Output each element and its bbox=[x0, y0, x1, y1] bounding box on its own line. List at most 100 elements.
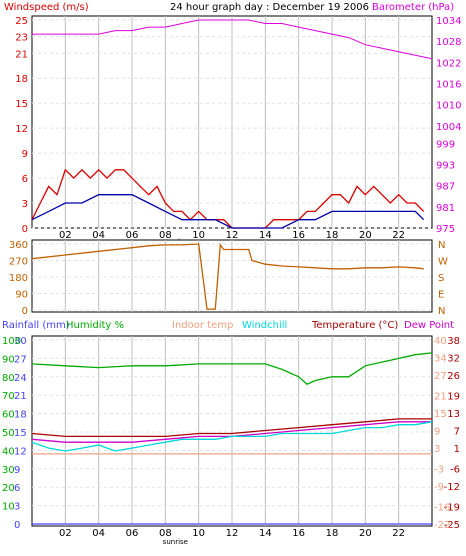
left-tick-label: 23 bbox=[15, 33, 28, 44]
direction-tick-label: 90 bbox=[15, 290, 28, 301]
legend-dew-point: Dew Point bbox=[404, 320, 454, 331]
compass-tick-label: E bbox=[438, 290, 444, 301]
x-tick-label: 04 bbox=[92, 528, 105, 539]
compass-tick-label: N bbox=[438, 306, 445, 317]
x-tick-label: 06 bbox=[126, 528, 139, 539]
indoor-tick-label: -22 bbox=[434, 520, 450, 531]
humidity-tick-label: 50 bbox=[2, 428, 15, 439]
left-tick-label: 25 bbox=[15, 16, 28, 27]
rain-tick-label: 12 bbox=[14, 446, 27, 457]
indoor-tick-label: 27 bbox=[434, 371, 447, 382]
x-tick-label: 04 bbox=[92, 230, 105, 241]
right-tick-label: 975 bbox=[436, 224, 455, 235]
legend-rainfall: Rainfall (mm) bbox=[2, 320, 70, 331]
direction-tick-label: 0 bbox=[22, 306, 28, 317]
left-tick-label: 18 bbox=[15, 74, 28, 85]
humidity-tick-label: 60 bbox=[2, 410, 15, 421]
windspeed-title: Windspeed (m/s) bbox=[4, 2, 89, 13]
x-tick-label: 10 bbox=[192, 230, 205, 241]
compass-tick-label: S bbox=[438, 273, 444, 284]
rain-tick-label: 6 bbox=[14, 483, 20, 494]
rain-tick-label: 15 bbox=[14, 428, 27, 439]
indoor-tick-label: 9 bbox=[434, 427, 440, 438]
compass-tick-label: W bbox=[438, 257, 448, 268]
x-tick-label: 14 bbox=[259, 230, 272, 241]
right-tick-label: 999 bbox=[436, 139, 455, 150]
humidity-tick-label: 30 bbox=[2, 465, 15, 476]
humidity-tick-label: 80 bbox=[2, 373, 15, 384]
humidity-line bbox=[31, 352, 433, 385]
right-tick-label: 981 bbox=[436, 203, 455, 214]
left-tick-label: 3 bbox=[22, 199, 28, 210]
temperature-tick-label: 38 bbox=[447, 336, 460, 347]
rain-tick-label: 24 bbox=[14, 373, 27, 384]
rain-tick-label: 3 bbox=[14, 502, 20, 513]
barometer-title: Barometer (hPa) bbox=[372, 2, 454, 13]
rain-tick-label: 18 bbox=[14, 410, 27, 421]
x-tick-label: 12 bbox=[226, 528, 239, 539]
barometer-line bbox=[32, 19, 433, 60]
direction-tick-label: 360 bbox=[9, 240, 28, 251]
left-tick-label: 15 bbox=[15, 99, 28, 110]
indoor-tick-label: 34 bbox=[434, 354, 447, 365]
right-tick-label: 987 bbox=[436, 182, 455, 193]
temperature-tick-label: -6 bbox=[450, 465, 460, 476]
temperature-tick-label: -25 bbox=[444, 520, 460, 531]
compass-tick-label: N bbox=[438, 240, 445, 251]
left-tick-label: 12 bbox=[15, 124, 28, 135]
chart-headers: Windspeed (m/s) 24 hour graph day : Dece… bbox=[4, 2, 454, 13]
indoor-tick-label: 40 bbox=[434, 336, 447, 347]
temperature-tick-label: 19 bbox=[447, 391, 460, 402]
x-tick-label: 16 bbox=[292, 528, 305, 539]
x-tick-label: 18 bbox=[326, 528, 339, 539]
windspeed-line bbox=[31, 168, 425, 229]
rain-tick-label: 27 bbox=[14, 354, 27, 365]
temperature-tick-label: -19 bbox=[444, 502, 460, 513]
direction-tick-label: 270 bbox=[9, 257, 28, 268]
humidity-tick-label: 40 bbox=[2, 446, 15, 457]
x-tick-label: 18 bbox=[326, 230, 339, 241]
legend-indoor-temp: Indoor temp bbox=[172, 320, 233, 331]
left-tick-label: 21 bbox=[15, 49, 28, 60]
x-tick-label: 08 bbox=[159, 230, 172, 241]
left-tick-label: 9 bbox=[22, 149, 28, 160]
sunrise-label: sunrise bbox=[163, 538, 188, 546]
x-tick-label: 20 bbox=[359, 528, 372, 539]
right-tick-label: 1010 bbox=[436, 101, 461, 112]
x-tick-label: 12 bbox=[226, 230, 239, 241]
right-tick-label: 1016 bbox=[436, 79, 461, 90]
rain-tick-label: 21 bbox=[14, 391, 27, 402]
wind-barometer-panel: 0204060810121416182022sunrise03691215182… bbox=[15, 15, 461, 246]
right-tick-label: 1022 bbox=[436, 58, 461, 69]
legend-humidity: Humidity % bbox=[66, 320, 124, 331]
windchill-line bbox=[31, 421, 433, 452]
indoor-tick-label: 15 bbox=[434, 409, 447, 420]
legend-windchill: Windchill bbox=[242, 320, 287, 331]
humidity-tick-label: 10 bbox=[2, 502, 15, 513]
x-tick-label: 22 bbox=[392, 230, 405, 241]
right-tick-label: 1004 bbox=[436, 122, 461, 133]
humidity-tick-label: 70 bbox=[2, 391, 15, 402]
x-tick-label: 06 bbox=[126, 230, 139, 241]
temperature-tick-label: -12 bbox=[444, 482, 460, 493]
humidity-tick-label: 20 bbox=[2, 483, 15, 494]
temperature-tick-label: 13 bbox=[447, 409, 460, 420]
humidity-tick-label: 90 bbox=[2, 354, 15, 365]
x-tick-label: 08 bbox=[159, 528, 172, 539]
windspeed_avg-line bbox=[31, 194, 425, 229]
rain-tick-label: 30 bbox=[14, 336, 27, 347]
indoor-tick-label: -9 bbox=[434, 482, 444, 493]
x-tick-label: 22 bbox=[392, 528, 405, 539]
x-tick-label: 16 bbox=[292, 230, 305, 241]
x-tick-label: 02 bbox=[59, 528, 72, 539]
right-tick-label: 993 bbox=[436, 161, 455, 172]
temperature-tick-label: 32 bbox=[447, 354, 460, 365]
rain-tick-label: 0 bbox=[14, 520, 20, 531]
left-tick-label: 0 bbox=[22, 224, 28, 235]
right-tick-label: 1028 bbox=[436, 37, 461, 48]
temperature-humidity-panel: 02 04 06 08 10 12 14 16 18 20 22 sunrise 0 3 6 9 12 15 18 2… bbox=[2, 335, 460, 546]
indoor-tick-label: -16 bbox=[434, 502, 450, 513]
indoor-tick-label: 3 bbox=[434, 444, 440, 455]
